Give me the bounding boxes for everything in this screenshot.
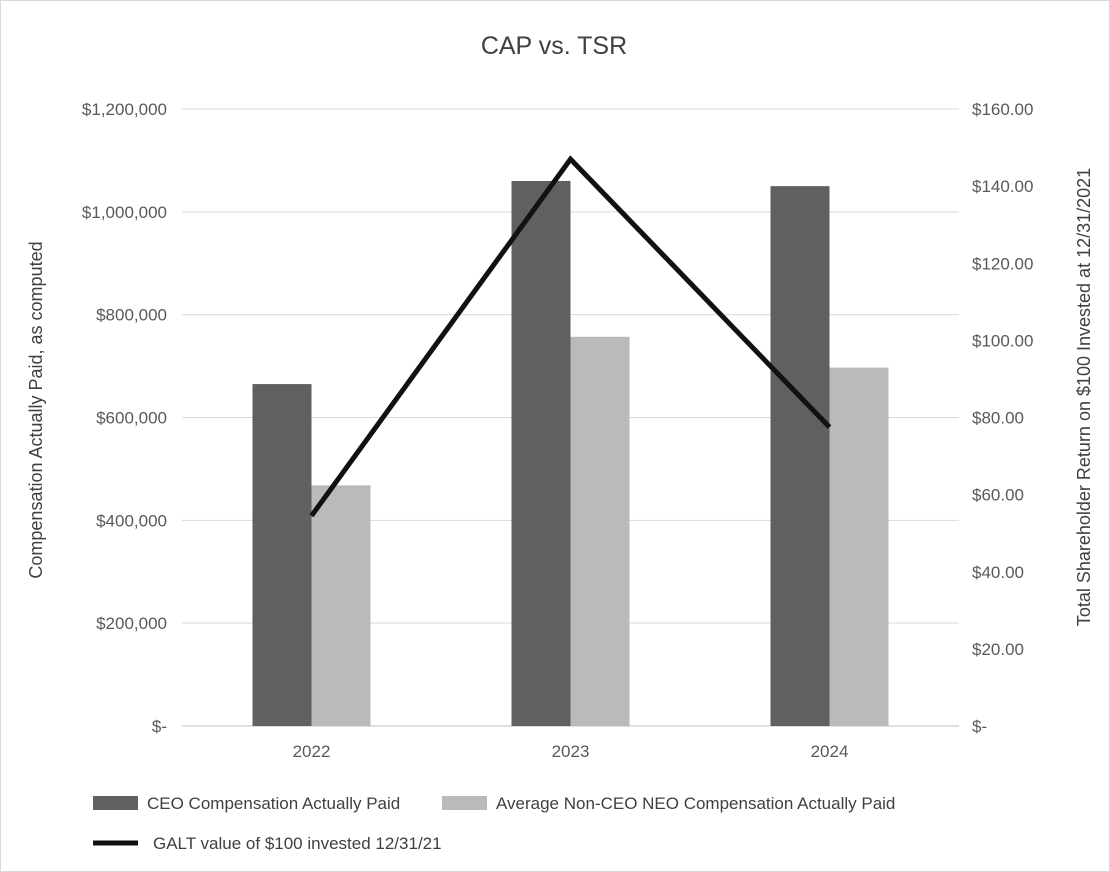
category-label: 2024 — [811, 742, 849, 761]
tsr-line-layer — [309, 155, 832, 518]
left-tick-label: $1,200,000 — [82, 100, 167, 119]
left-tick-label: $800,000 — [96, 306, 167, 325]
legend-label-tsr: GALT value of $100 invested 12/31/21 — [153, 834, 442, 853]
bars — [252, 180, 889, 726]
right-tick-label: $40.00 — [972, 563, 1024, 582]
right-tick-label: $20.00 — [972, 640, 1024, 659]
category-label: 2022 — [293, 742, 331, 761]
left-tick-label: $- — [152, 717, 167, 736]
ceo-cap-bar-2024 — [770, 186, 830, 726]
ceo-cap-bar-2022 — [252, 384, 312, 726]
right-tick-label: $140.00 — [972, 177, 1033, 196]
chart-title: CAP vs. TSR — [481, 32, 627, 60]
legend-swatch-neo — [442, 796, 487, 810]
left-tick-label: $400,000 — [96, 511, 167, 530]
ceo-cap-bar-2023 — [511, 180, 571, 726]
right-tick-label: $100.00 — [972, 331, 1033, 350]
left-tick-label: $1,000,000 — [82, 203, 167, 222]
legend: CEO Compensation Actually Paid Average No… — [93, 794, 895, 853]
legend-label-neo: Average Non-CEO NEO Compensation Actuall… — [496, 794, 895, 813]
right-axis-ticks: $- $20.00 $40.00 $60.00 $80.00 $100.00 $120.00… — [972, 100, 1033, 736]
neo-cap-bar-2023 — [570, 336, 630, 726]
right-tick-label: $160.00 — [972, 100, 1033, 119]
neo-cap-bar-2024 — [829, 367, 889, 726]
category-label: 2023 — [552, 742, 590, 761]
neo-cap-bar-2022 — [311, 485, 371, 726]
legend-label-ceo: CEO Compensation Actually Paid — [147, 794, 400, 813]
left-tick-label: $200,000 — [96, 614, 167, 633]
left-axis-title: Compensation Actually Paid, as computed — [26, 241, 46, 578]
right-tick-label: $120.00 — [972, 254, 1033, 273]
category-axis: 2022 2023 2024 — [293, 742, 849, 761]
right-tick-label: $60.00 — [972, 486, 1024, 505]
left-axis-ticks: $- $200,000 $400,000 $600,000 $800,000 $1,000… — [82, 100, 167, 736]
tsr-line — [309, 155, 832, 518]
legend-swatch-ceo — [93, 796, 138, 810]
right-axis-title: Total Shareholder Return on $100 Investe… — [1074, 168, 1094, 626]
right-tick-label: $- — [972, 717, 987, 736]
right-tick-label: $80.00 — [972, 409, 1024, 428]
left-tick-label: $600,000 — [96, 409, 167, 428]
